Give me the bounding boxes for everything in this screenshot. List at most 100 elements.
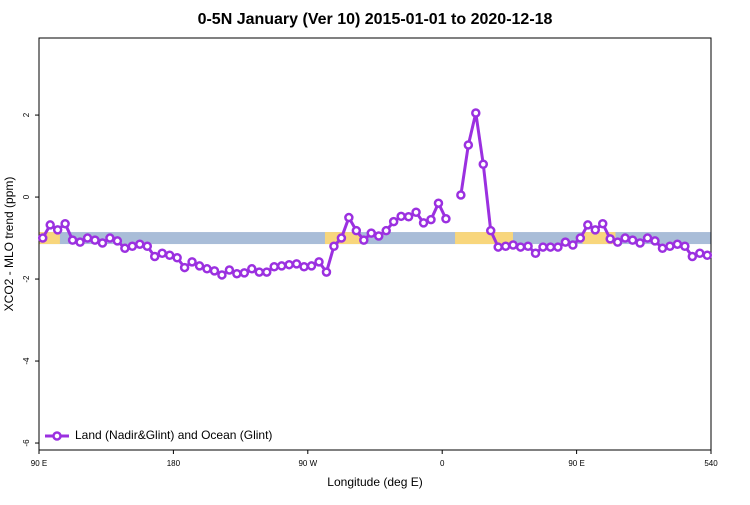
data-point	[575, 233, 586, 243]
data-point	[381, 225, 391, 236]
data-point	[209, 266, 220, 276]
data-point	[52, 225, 63, 235]
data-point	[665, 241, 675, 252]
data-point	[269, 262, 279, 272]
data-point	[590, 225, 601, 235]
data-point	[284, 259, 294, 270]
data-point	[359, 235, 369, 245]
data-point	[314, 257, 324, 267]
data-point	[366, 228, 377, 238]
data-point	[75, 237, 85, 247]
series-line	[41, 112, 708, 277]
data-point	[635, 238, 645, 248]
data-point	[120, 243, 130, 254]
data-point	[224, 265, 235, 275]
data-point	[351, 225, 362, 236]
legend-marker	[52, 431, 62, 441]
data-point	[135, 239, 145, 249]
data-point	[276, 261, 287, 271]
data-point	[471, 108, 481, 118]
x-tick-label: 0	[440, 459, 445, 468]
x-tick-label: 180	[167, 459, 181, 468]
plot-frame	[38, 37, 712, 451]
y-axis-label: XCO2 - MLO trend (ppm)	[2, 177, 16, 312]
x-tick-label: 540	[704, 459, 718, 468]
data-point	[702, 250, 713, 261]
data-point	[336, 233, 347, 243]
data-point	[232, 268, 242, 279]
y-tick-label: -4	[22, 357, 31, 365]
data-point	[695, 248, 705, 258]
x-tick-label: 90 E	[568, 459, 584, 468]
data-point	[202, 264, 212, 274]
data-point	[657, 243, 668, 254]
x-tick-label: 90 E	[31, 459, 47, 468]
data-point	[620, 233, 630, 243]
data-point	[127, 241, 138, 252]
data-point	[396, 211, 406, 222]
y-tick-label: 0	[22, 194, 31, 199]
data-point	[545, 242, 556, 252]
data-point	[97, 238, 108, 248]
data-point	[82, 233, 93, 243]
data-point	[426, 214, 436, 225]
data-point	[553, 242, 563, 252]
data-point	[187, 257, 197, 267]
data-point	[90, 235, 100, 245]
data-point	[456, 190, 466, 200]
data-point	[508, 240, 518, 250]
data-point	[597, 218, 608, 229]
data-point	[680, 241, 690, 252]
data-point	[321, 267, 332, 277]
data-point	[650, 236, 660, 246]
data-point	[463, 140, 474, 150]
data-point	[194, 261, 205, 271]
data-point	[164, 250, 175, 261]
data-point	[306, 261, 317, 271]
band-segment	[455, 232, 513, 245]
data-point	[485, 225, 496, 236]
data-point	[612, 237, 623, 247]
data-point	[37, 233, 48, 243]
data-point	[60, 218, 70, 229]
data-point	[568, 240, 578, 250]
data-point	[344, 212, 354, 223]
data-point	[291, 259, 302, 269]
data-point	[388, 216, 399, 227]
data-point	[478, 159, 489, 170]
data-point	[530, 248, 541, 258]
chart-title: 0-5N January (Ver 10) 2015-01-01 to 2020…	[198, 11, 553, 28]
data-point	[583, 220, 593, 230]
data-point	[605, 234, 615, 244]
data-point	[687, 251, 698, 262]
data-point	[373, 231, 384, 241]
data-point	[560, 237, 571, 247]
data-point	[500, 241, 511, 252]
data-point	[515, 242, 526, 252]
data-point	[433, 198, 444, 208]
data-point	[112, 236, 123, 246]
data-point	[142, 241, 153, 252]
legend-label: Land (Nadir&Glint) and Ocean (Glint)	[75, 428, 272, 442]
data-point	[239, 268, 250, 278]
data-point	[329, 241, 339, 252]
data-point	[217, 270, 227, 280]
x-tick-label: 90 W	[298, 459, 317, 468]
y-tick-label: -2	[22, 275, 31, 283]
data-point	[672, 239, 683, 249]
data-point	[261, 267, 272, 277]
data-point	[157, 248, 167, 258]
data-point	[538, 242, 548, 252]
y-tick-label: 2	[22, 112, 31, 117]
data-point	[172, 252, 182, 263]
data-point	[247, 264, 257, 274]
data-point	[254, 267, 265, 277]
data-point	[105, 233, 115, 243]
data-point	[299, 262, 309, 272]
y-tick-label: -6	[22, 439, 31, 447]
data-point	[67, 235, 78, 245]
data-point	[441, 214, 451, 224]
data-point	[523, 241, 533, 252]
data-point	[418, 218, 429, 228]
